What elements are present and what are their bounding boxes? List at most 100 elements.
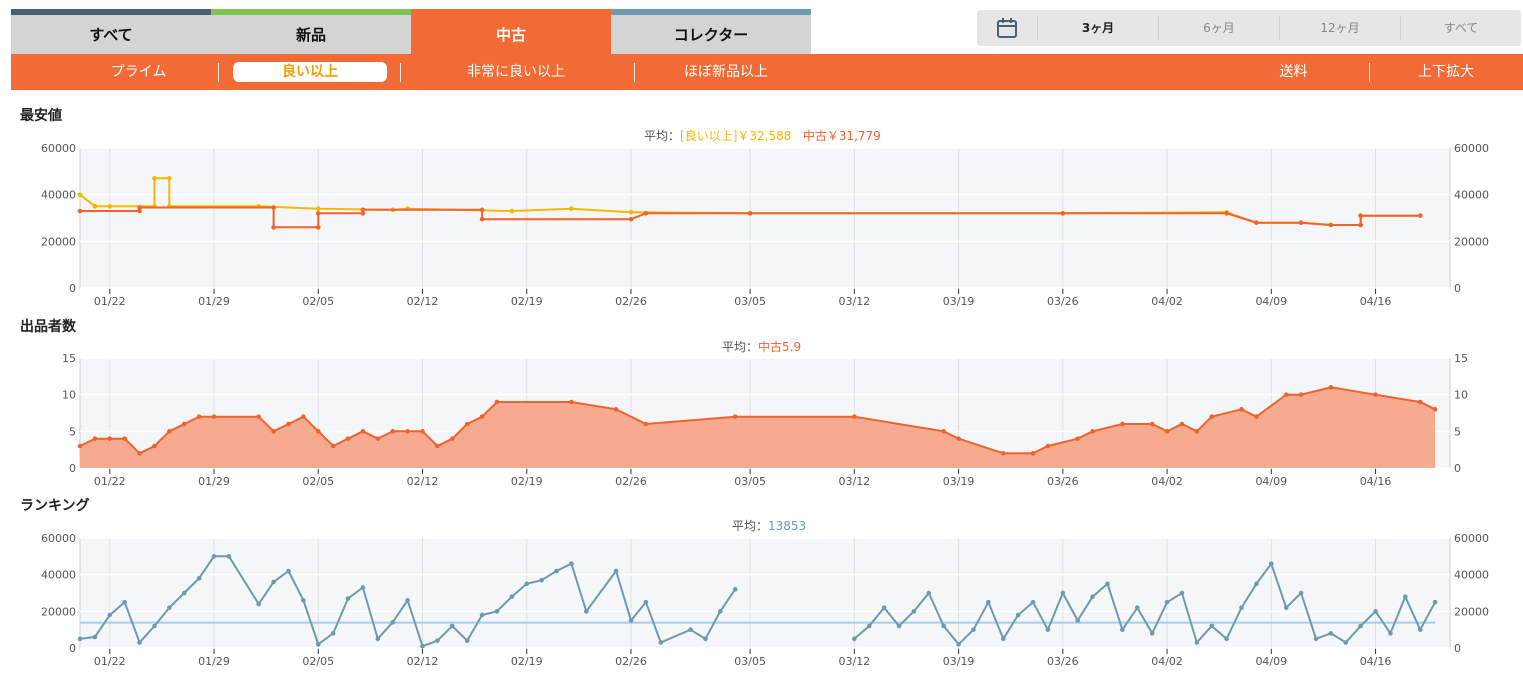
data-point xyxy=(345,596,351,601)
data-point xyxy=(1194,429,1200,434)
data-point xyxy=(122,599,127,605)
x-tick-label: 02/26 xyxy=(615,655,647,668)
data-point xyxy=(1269,561,1274,566)
data-point xyxy=(435,443,440,449)
data-point xyxy=(1194,640,1200,645)
data-point xyxy=(211,414,217,419)
y-tick-label-right: 15 xyxy=(1454,352,1468,365)
data-point xyxy=(732,587,738,592)
data-point xyxy=(1298,590,1304,596)
filter-like-new-or-better[interactable]: ほぼ新品以上 xyxy=(684,64,768,80)
series-area-0 xyxy=(80,387,1436,468)
tab-0[interactable]: すべて xyxy=(11,9,211,54)
data-point xyxy=(1224,636,1229,642)
condition-tabs: すべて 新品 中古 コレクター xyxy=(11,9,811,54)
data-point xyxy=(524,581,530,587)
data-point xyxy=(360,207,366,213)
y-tick-label-left: 60000 xyxy=(41,142,76,155)
vertical-zoom-toggle[interactable]: 上下拡大 xyxy=(1418,64,1474,80)
data-point xyxy=(330,443,336,449)
data-point xyxy=(449,436,455,441)
data-point xyxy=(1417,399,1423,405)
filter-very-good-or-better[interactable]: 非常に良い以上 xyxy=(467,64,565,80)
data-point xyxy=(77,443,83,449)
data-point xyxy=(360,429,366,434)
data-point xyxy=(1254,581,1259,587)
data-point xyxy=(479,414,485,419)
x-tick-label: 04/16 xyxy=(1360,655,1392,668)
tab-2[interactable]: 中古 xyxy=(411,9,611,54)
data-point xyxy=(107,436,113,441)
x-tick-label: 04/02 xyxy=(1151,295,1183,308)
data-point xyxy=(896,623,902,629)
data-point xyxy=(435,638,440,643)
data-point xyxy=(315,429,321,434)
data-point xyxy=(1179,590,1185,596)
data-point xyxy=(1209,414,1215,419)
data-point xyxy=(569,561,574,566)
data-point xyxy=(405,429,410,434)
data-point xyxy=(628,618,634,623)
data-point xyxy=(315,206,321,211)
period-option-3[interactable]: すべて xyxy=(1400,16,1521,40)
x-tick-label: 03/12 xyxy=(838,475,870,488)
filter-prime[interactable]: プライム xyxy=(110,64,167,80)
data-point xyxy=(658,640,664,645)
series-line-1 xyxy=(80,206,1421,229)
data-point xyxy=(152,443,157,449)
data-point xyxy=(494,399,500,405)
data-point xyxy=(688,627,693,632)
data-point xyxy=(92,436,98,441)
average-prefix: 平均： xyxy=(732,519,769,533)
tab-3[interactable]: コレクター xyxy=(611,9,811,54)
shipping-toggle[interactable]: 送料 xyxy=(1279,64,1308,80)
data-point xyxy=(1105,581,1110,587)
tab-color-bar xyxy=(211,9,411,15)
data-point xyxy=(1090,429,1095,434)
period-option-2[interactable]: 12ヶ月 xyxy=(1279,16,1400,40)
period-option-0[interactable]: 3ヶ月 xyxy=(1037,16,1158,40)
data-point xyxy=(1283,605,1289,610)
x-tick-label: 03/05 xyxy=(734,295,766,308)
data-point xyxy=(345,436,351,441)
x-tick-label: 02/05 xyxy=(302,475,334,488)
y-tick-label-right: 0 xyxy=(1454,282,1461,295)
y-tick-label-left: 20000 xyxy=(41,605,76,618)
x-tick-label: 03/26 xyxy=(1047,475,1079,488)
tab-color-bar xyxy=(11,9,211,15)
plot-area xyxy=(79,537,1451,649)
x-tick-label: 02/12 xyxy=(407,475,439,488)
x-tick-label: 01/29 xyxy=(198,475,230,488)
average-good-or-better: [良い以上]￥32,588 xyxy=(680,129,792,143)
y-tick-label-left: 0 xyxy=(69,642,76,655)
x-tick-label: 02/19 xyxy=(511,655,543,668)
y-tick-label-left: 60000 xyxy=(41,532,76,545)
data-point xyxy=(479,612,485,618)
data-point xyxy=(1358,213,1363,218)
data-point xyxy=(747,211,753,216)
data-point xyxy=(1358,222,1363,228)
y-tick-label-right: 20000 xyxy=(1454,235,1489,248)
period-option-1[interactable]: 6ヶ月 xyxy=(1158,16,1279,40)
data-point xyxy=(509,594,515,599)
data-point xyxy=(926,590,932,596)
x-tick-label: 02/05 xyxy=(302,655,334,668)
data-point xyxy=(1015,612,1021,618)
data-point xyxy=(1254,414,1259,419)
series-line-1 xyxy=(853,561,1436,646)
calendar-icon[interactable] xyxy=(977,10,1037,46)
plot-area xyxy=(79,147,1451,289)
filter-good-or-better[interactable]: 良い以上 xyxy=(233,62,387,82)
data-point xyxy=(1313,636,1319,642)
sellers-chart-title: 出品者数 xyxy=(20,319,76,335)
data-point xyxy=(956,642,961,647)
x-tick-label: 02/12 xyxy=(407,295,439,308)
data-point xyxy=(1075,436,1081,441)
data-point xyxy=(986,599,991,605)
tab-1[interactable]: 新品 xyxy=(211,9,411,54)
data-point xyxy=(1283,392,1289,397)
data-point xyxy=(971,627,976,632)
data-point xyxy=(77,636,83,642)
data-point xyxy=(1134,605,1140,610)
